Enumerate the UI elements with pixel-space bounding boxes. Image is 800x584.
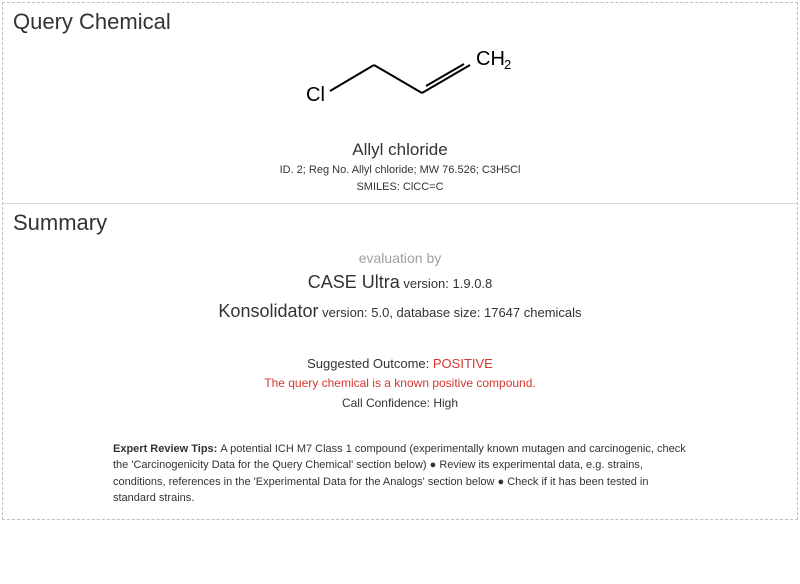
query-section-title: Query Chemical — [3, 3, 797, 39]
outcome-message: The query chemical is a known positive c… — [3, 374, 797, 393]
chemical-meta-line1: ID. 2; Reg No. Allyl chloride; MW 76.526… — [3, 162, 797, 179]
structure-diagram: Cl CH 2 — [3, 39, 797, 138]
summary-body: evaluation by CASE Ultra version: 1.9.0.… — [3, 240, 797, 419]
chemical-meta-line2: SMILES: ClCC=C — [3, 179, 797, 196]
tool-line-1: CASE Ultra version: 1.9.0.8 — [3, 268, 797, 297]
svg-text:Cl: Cl — [306, 84, 325, 106]
tool-line-2: Konsolidator version: 5.0, database size… — [3, 297, 797, 326]
svg-text:CH: CH — [476, 48, 505, 70]
svg-text:2: 2 — [504, 57, 511, 72]
outcome-value: POSITIVE — [433, 356, 493, 371]
confidence-line: Call Confidence: High — [3, 394, 797, 413]
tool-detail-2: version: 5.0, database size: 17647 chemi… — [322, 305, 581, 320]
summary-section-title: Summary — [3, 204, 797, 240]
tips-label: Expert Review Tips: — [113, 443, 220, 455]
tool-name-1: CASE Ultra — [308, 272, 400, 292]
confidence-label: Call Confidence: — [342, 396, 433, 410]
chemical-name: Allyl chloride — [3, 140, 797, 160]
tool-detail-1: version: 1.9.0.8 — [403, 276, 492, 291]
tool-name-2: Konsolidator — [218, 301, 318, 321]
molecule-svg: Cl CH 2 — [270, 39, 530, 129]
evaluation-by-label: evaluation by — [3, 250, 797, 266]
chemical-meta: ID. 2; Reg No. Allyl chloride; MW 76.526… — [3, 162, 797, 195]
expert-review-tips: Expert Review Tips: A potential ICH M7 C… — [3, 419, 797, 519]
outcome-label: Suggested Outcome: — [307, 356, 433, 371]
outcome-line: Suggested Outcome: POSITIVE — [3, 354, 797, 375]
outcome-block: Suggested Outcome: POSITIVE The query ch… — [3, 354, 797, 413]
report-panel: Query Chemical Cl CH 2 Allyl chloride ID… — [2, 2, 798, 520]
confidence-value: High — [433, 396, 458, 410]
